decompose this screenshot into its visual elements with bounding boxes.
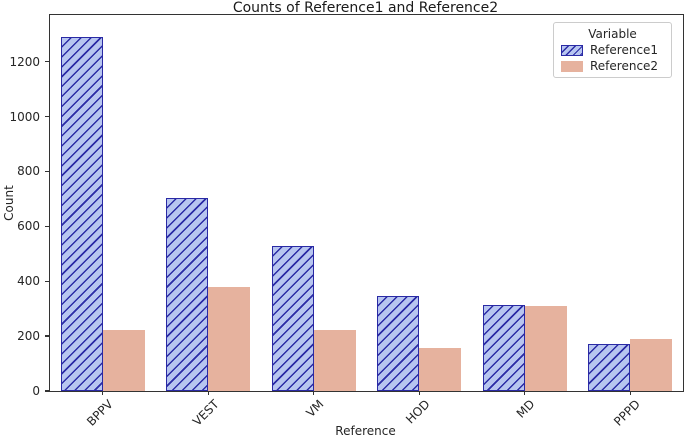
bar-reference2-vest bbox=[208, 286, 251, 391]
legend-title: Variable bbox=[588, 26, 637, 41]
legend-swatch-reference1-icon bbox=[561, 44, 583, 56]
x-tick-label-text-md: MD bbox=[513, 397, 538, 421]
y-tick-mark-1200 bbox=[44, 61, 49, 63]
x-tick-mark-hod bbox=[418, 391, 420, 396]
y-tick-mark-0 bbox=[44, 390, 49, 392]
legend-label-reference2: Reference2 bbox=[590, 58, 659, 73]
x-axis-label: Reference bbox=[335, 424, 396, 438]
y-tick-mark-400 bbox=[44, 280, 49, 282]
y-tick-label-800: 800 bbox=[17, 164, 40, 179]
x-tick-mark-md bbox=[524, 391, 526, 396]
x-tick-label-text-hod: HOD bbox=[402, 397, 433, 427]
y-tick-label-200: 200 bbox=[17, 329, 40, 344]
y-tick-label-400: 400 bbox=[17, 274, 40, 289]
y-tick-mark-200 bbox=[44, 335, 49, 337]
bar-reference1-vm bbox=[271, 245, 314, 391]
x-tick-mark-vest bbox=[207, 391, 209, 396]
bar-reference1-pppd bbox=[588, 344, 631, 391]
bar-reference1-vest bbox=[166, 197, 209, 391]
y-axis-label: Count bbox=[2, 185, 16, 221]
y-tick-mark-1000 bbox=[44, 115, 49, 118]
legend-item-reference1: Reference1 bbox=[561, 43, 664, 58]
y-tick-mark-800 bbox=[44, 170, 49, 173]
bar-reference1-bppv bbox=[60, 36, 103, 391]
x-tick-mark-pppd bbox=[629, 391, 631, 396]
legend-swatch-reference2-icon bbox=[561, 60, 583, 72]
chart-title: Counts of Reference1 and Reference2 bbox=[232, 0, 499, 16]
y-tick-label-1000: 1000 bbox=[9, 109, 40, 124]
legend: Variable Reference1 Reference2 bbox=[553, 22, 672, 78]
bar-reference2-vm bbox=[313, 330, 356, 391]
x-tick-mark-vm bbox=[313, 391, 315, 396]
bar-reference1-md bbox=[482, 305, 525, 391]
bar-reference1-hod bbox=[377, 296, 420, 391]
x-tick-mark-bppv bbox=[102, 391, 104, 396]
y-tick-label-1200: 1200 bbox=[9, 54, 40, 69]
y-tick-label-600: 600 bbox=[17, 219, 40, 234]
bar-reference2-bppv bbox=[102, 330, 145, 391]
bar-reference2-md bbox=[524, 305, 567, 391]
x-tick-label-text-vm: VM bbox=[303, 397, 327, 421]
y-tick-label-0: 0 bbox=[32, 384, 40, 398]
bar-reference2-hod bbox=[419, 348, 462, 391]
y-tick-mark-600 bbox=[44, 225, 49, 227]
legend-label-reference1: Reference1 bbox=[590, 42, 659, 57]
legend-item-reference2: Reference2 bbox=[561, 59, 664, 74]
bar-reference2-pppd bbox=[630, 338, 673, 391]
